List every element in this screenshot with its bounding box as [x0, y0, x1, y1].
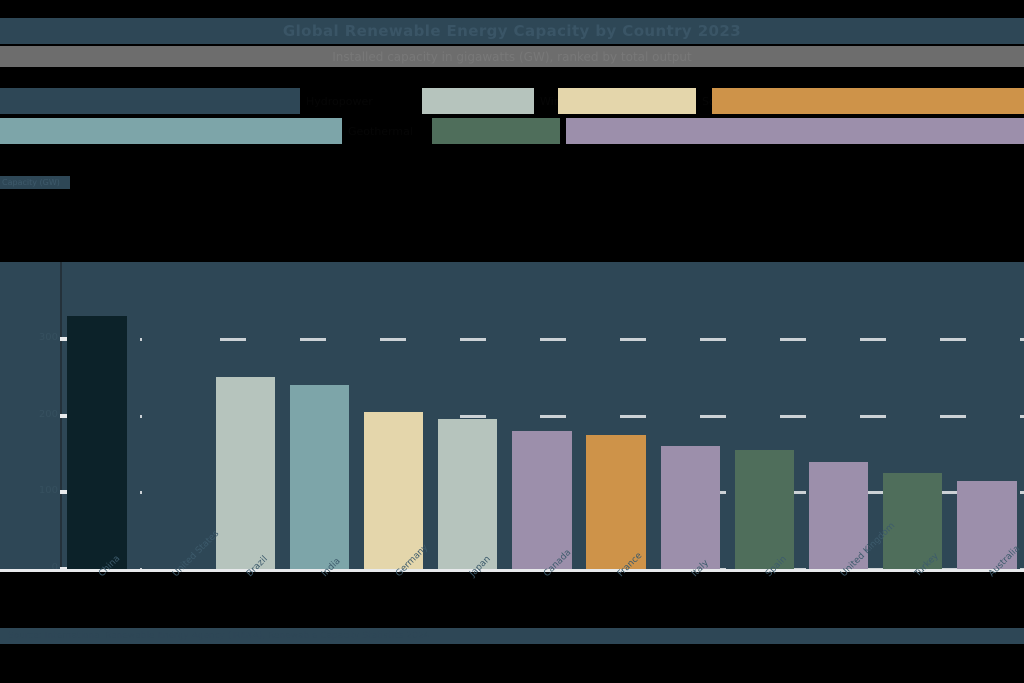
chart-subtitle-bar: Installed capacity in gigawatts (GW), ra… — [0, 46, 1024, 67]
y-axis-label: Capacity (GW) — [0, 176, 70, 189]
legend-swatch-hydropower — [0, 88, 300, 114]
bar[interactable] — [364, 411, 424, 569]
x-axis-spine — [0, 569, 1024, 572]
bar[interactable] — [67, 315, 127, 569]
plot-area: 0 100 200 300 — [0, 262, 1024, 573]
page-title: Global Renewable Energy Capacity by Coun… — [282, 22, 742, 40]
bar[interactable] — [883, 473, 943, 569]
y-tick-label: 200 — [38, 408, 58, 420]
legend-item-geothermal[interactable]: Geothermal — [0, 118, 432, 144]
legend-item-hydropower[interactable]: Hydropower — [0, 88, 422, 114]
legend-row-1: Hydropower Wind Solar PV Bioenergy — [0, 88, 1024, 114]
legend-label-solar-pv: Solar PV — [702, 94, 712, 108]
y-tick-label: 100 — [38, 485, 58, 497]
legend-swatch-bioenergy — [712, 88, 1024, 114]
bar[interactable] — [438, 419, 498, 569]
legend-label-hydropower: Hydropower — [306, 94, 373, 108]
chart-legend: Hydropower Wind Solar PV Bioenergy Geoth… — [0, 84, 1024, 148]
legend-swatch-wind — [422, 88, 534, 114]
chart-title-bar: Global Renewable Energy Capacity by Coun… — [0, 18, 1024, 44]
legend-label-geothermal: Geothermal — [348, 124, 413, 138]
legend-swatch-geothermal — [0, 118, 342, 144]
chart-caption: Source: International Renewable Energy A… — [8, 631, 430, 641]
bar[interactable] — [808, 461, 869, 569]
legend-swatch-solar-pv — [558, 88, 696, 114]
legend-swatch-marine — [432, 118, 560, 144]
bar[interactable] — [586, 434, 646, 569]
bar[interactable] — [512, 430, 572, 569]
legend-item-bioenergy[interactable]: Bioenergy — [712, 88, 1024, 114]
legend-item-wind[interactable]: Wind — [422, 88, 558, 114]
legend-item-solar-pv[interactable]: Solar PV — [558, 88, 712, 114]
bar-series — [60, 262, 1024, 569]
bar[interactable] — [215, 377, 276, 569]
bar[interactable] — [141, 319, 201, 569]
bar[interactable] — [289, 384, 350, 569]
y-tick-label: 0 — [51, 562, 58, 573]
bar[interactable] — [957, 480, 1017, 569]
legend-item-marine[interactable]: Marine — [432, 118, 566, 144]
legend-item-other-renewables[interactable]: Other renewables — [566, 118, 1024, 144]
chart-subtitle: Installed capacity in gigawatts (GW), ra… — [332, 49, 692, 64]
legend-row-2: Geothermal Marine Other renewables — [0, 118, 1024, 144]
y-tick-label: 300 — [38, 331, 58, 343]
chart-caption-bar: Source: International Renewable Energy A… — [0, 628, 1024, 644]
y-axis-label-text: Capacity (GW) — [2, 178, 60, 187]
bar[interactable] — [660, 446, 720, 569]
legend-swatch-other-renewables — [566, 118, 1024, 144]
legend-label-wind: Wind — [540, 94, 558, 108]
bar[interactable] — [734, 450, 795, 569]
